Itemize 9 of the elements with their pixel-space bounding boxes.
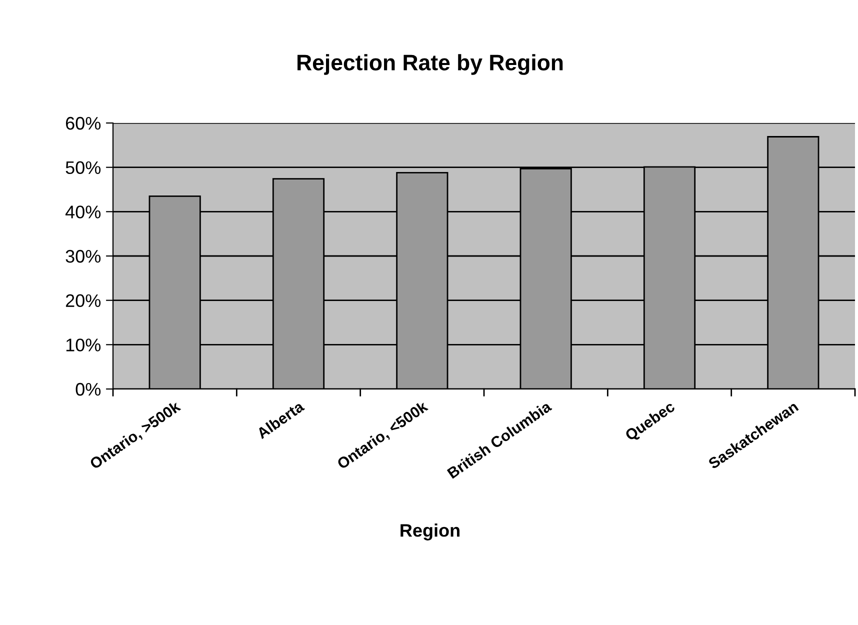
y-tick-label: 0% — [76, 382, 101, 396]
y-tick-label: 10% — [66, 338, 101, 352]
y-tick-label: 20% — [66, 294, 101, 308]
y-tick-label: 40% — [65, 206, 101, 218]
chart-title: Rejection Rate by Region — [298, 54, 563, 75]
y-tick-label: 60% — [66, 116, 101, 130]
y-tick-label: 50% — [66, 161, 101, 174]
x-axis-title: Region — [400, 524, 460, 540]
y-tick-label: 30% — [66, 250, 101, 263]
